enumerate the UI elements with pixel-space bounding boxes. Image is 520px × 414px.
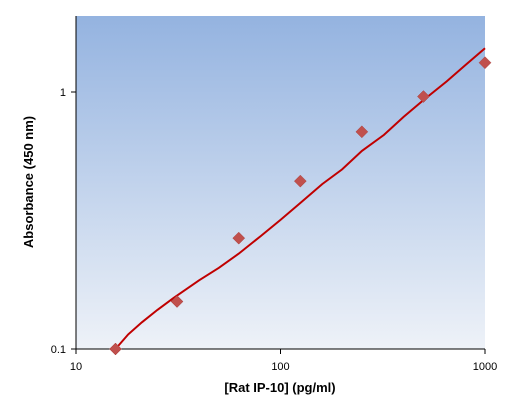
x-axis-title: [Rat IP-10] (pg/ml) — [224, 380, 335, 395]
data-point — [232, 231, 246, 245]
x-tick-label: 100 — [271, 361, 289, 373]
axis-ticks: 10 100 1000 0.1 1 — [51, 87, 498, 373]
data-point — [293, 174, 307, 188]
data-points-layer — [109, 56, 492, 356]
y-axis-title: Absorbance (450 nm) — [21, 116, 36, 248]
fit-curve — [114, 47, 486, 350]
data-point — [109, 342, 122, 356]
x-tick-label: 10 — [70, 361, 82, 373]
data-point — [170, 295, 184, 308]
data-point — [355, 125, 369, 139]
x-tick-label: 1000 — [473, 361, 497, 373]
fit-curve-layer — [114, 47, 486, 350]
y-tick-label: 1 — [60, 87, 66, 99]
data-point — [478, 56, 492, 70]
plot-area — [76, 16, 485, 349]
y-tick-label: 0.1 — [51, 344, 66, 356]
data-point — [417, 90, 430, 103]
